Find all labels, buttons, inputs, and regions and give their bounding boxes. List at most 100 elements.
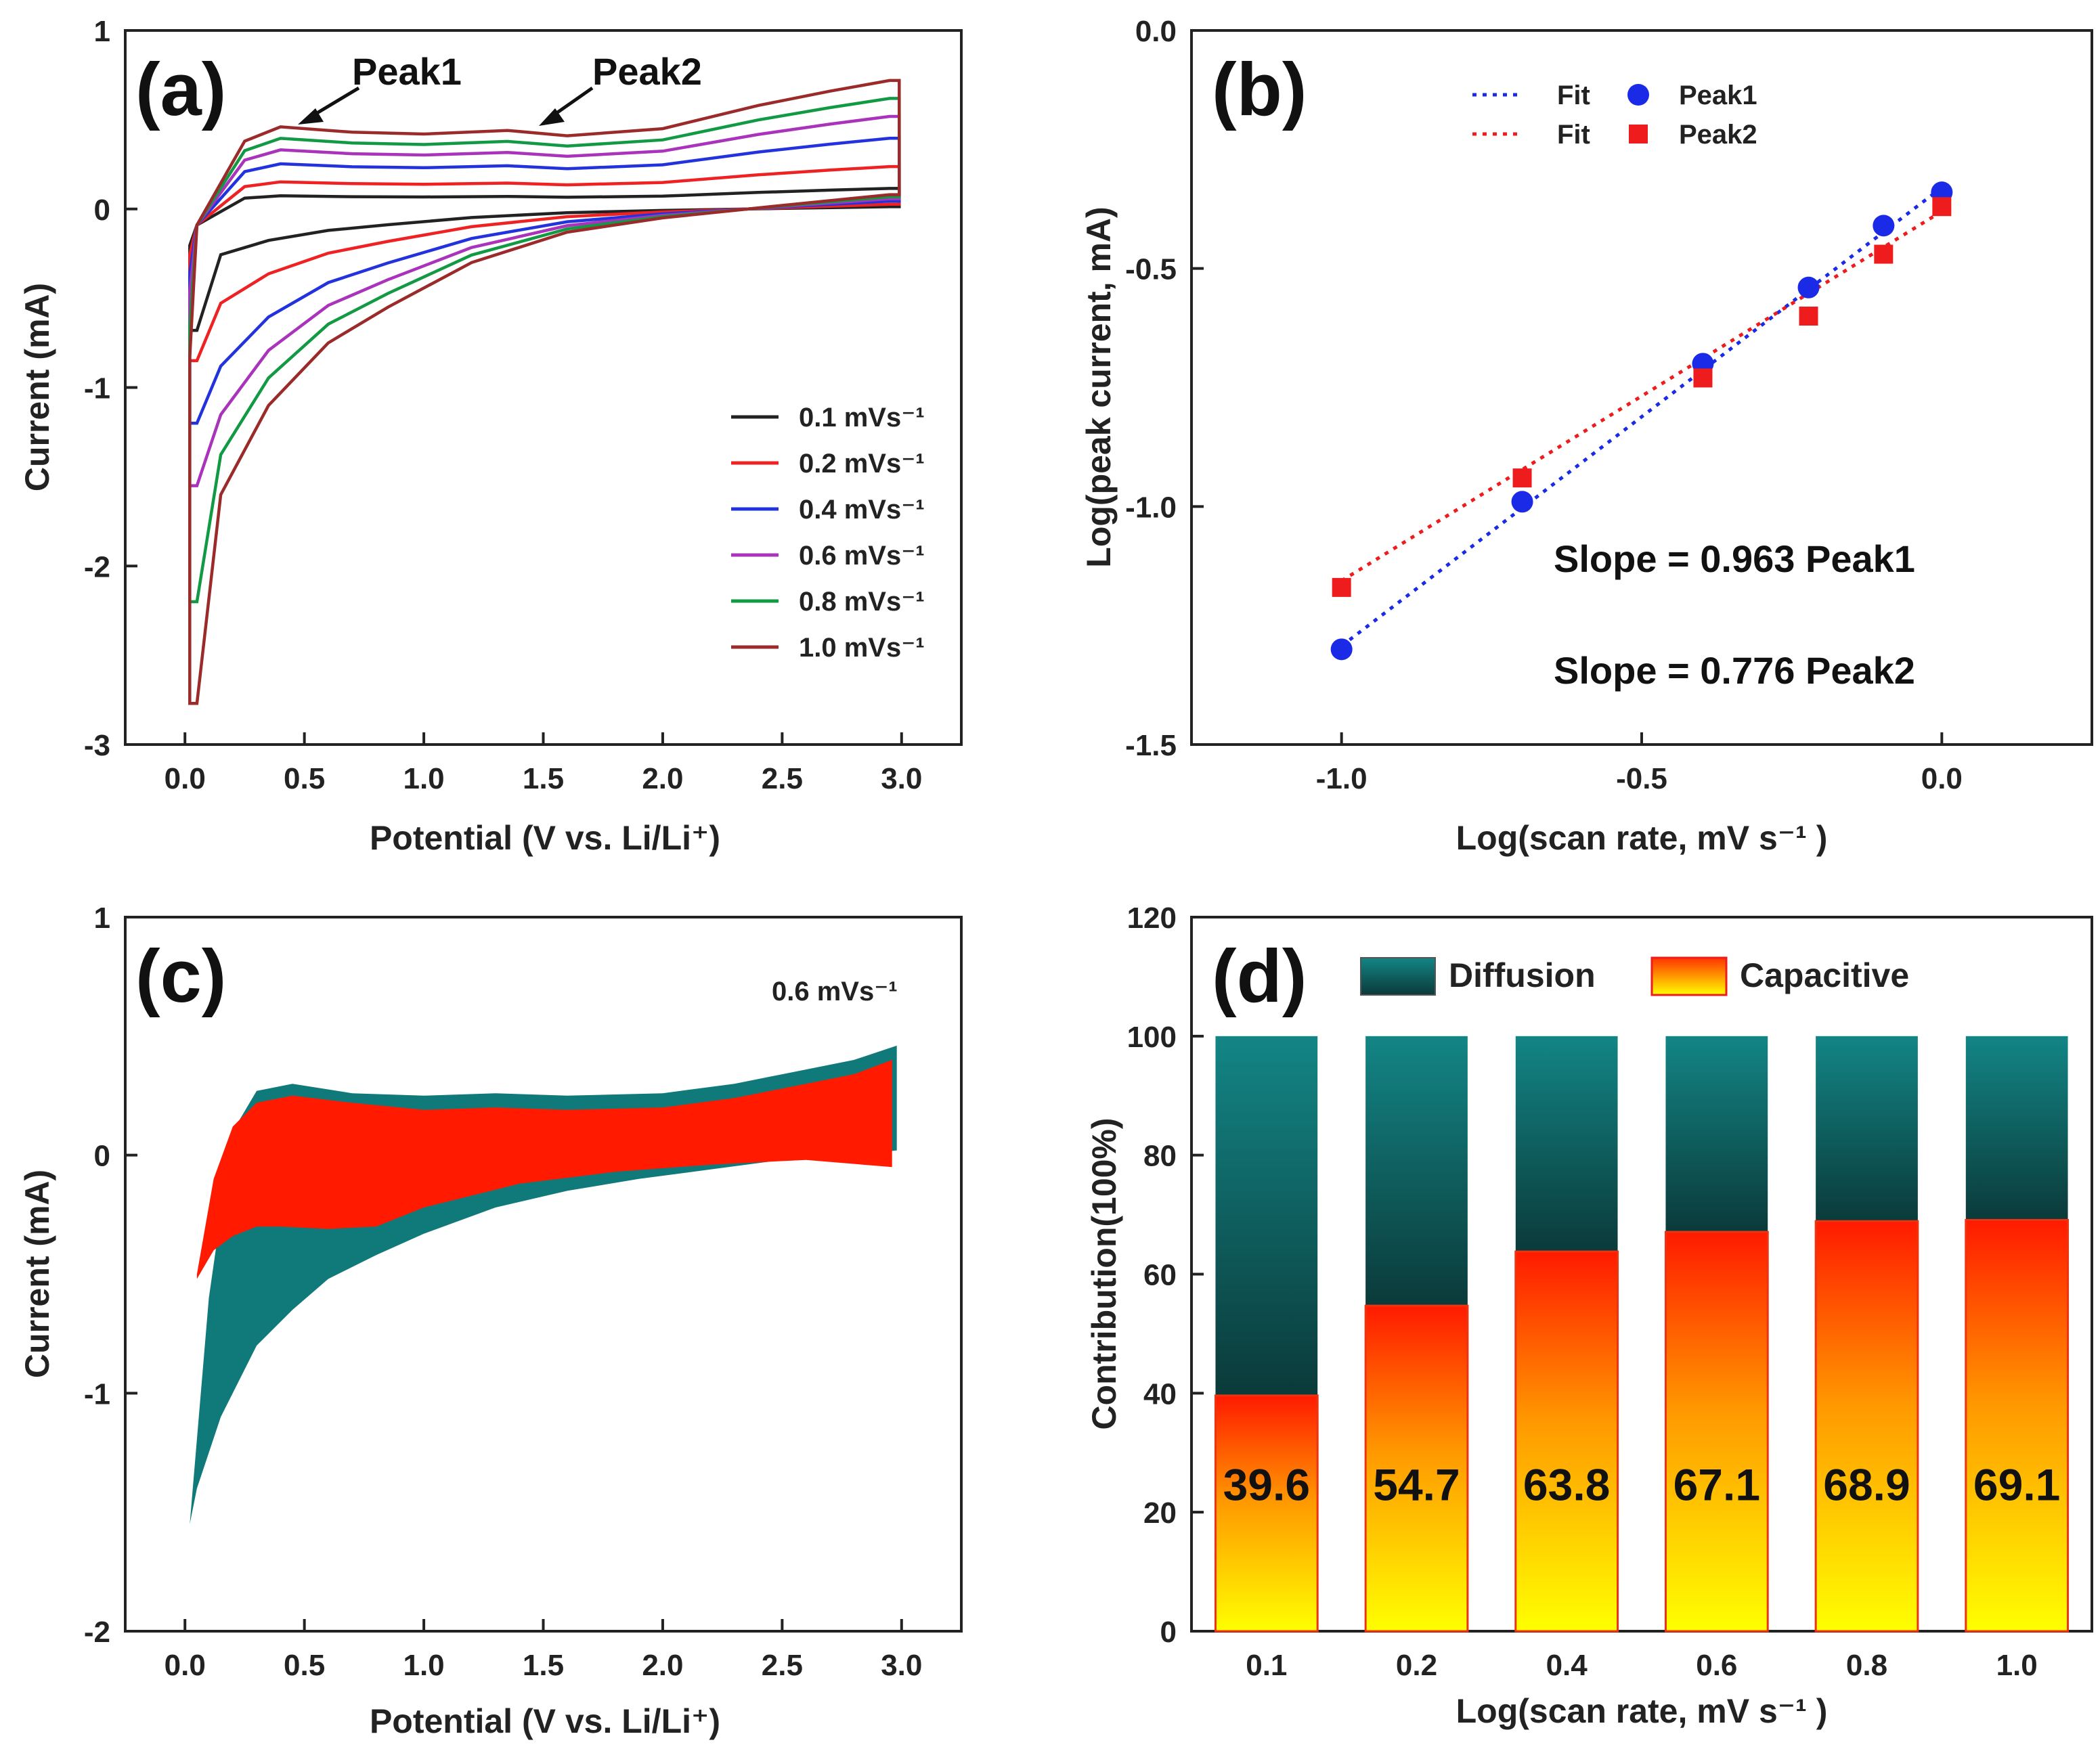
panel-a-xtick-label: 2.0 (642, 762, 683, 795)
legend-label: 1.0 mVs⁻¹ (799, 633, 925, 663)
panel-a-ylabel: Current (mA) (18, 283, 56, 491)
panel-b-ytick-label: 0.0 (1135, 15, 1177, 48)
capacitive-bar (1364, 1304, 1469, 1633)
panel-c-xtick-label: 0.5 (284, 1649, 325, 1682)
panel-b-xlabel: Log(scan rate, mV s⁻¹ ) (1456, 819, 1828, 857)
fit-line (1340, 210, 1943, 583)
panel-b-xtick-label: -1.0 (1316, 762, 1368, 795)
panel-a: 0.0 0.5 1.0 1.5 2.0 2.5 3.0 1 0 -1 -2 -3 (a) Potent… (18, 15, 963, 857)
panel-a-xtick-label: 1.5 (523, 762, 564, 795)
panel-d-ytick-label: 100 (1127, 1021, 1177, 1054)
capacitive-bar (1214, 1394, 1319, 1633)
panel-a-ytick-label: 1 (94, 15, 110, 48)
bar-data-label: 63.8 (1523, 1460, 1610, 1510)
peak1-point (1873, 215, 1895, 237)
panel-a-ticks: 0.0 0.5 1.0 1.5 2.0 2.5 3.0 1 0 -1 -2 -3 (84, 15, 922, 795)
legend-label: 0.4 mVs⁻¹ (799, 495, 925, 525)
peak1-arrow (310, 86, 360, 118)
panel-c-xtick-label: 3.0 (881, 1649, 922, 1682)
diffusion-bar (1365, 1036, 1468, 1306)
panel-d-ytick-label: 120 (1127, 902, 1177, 935)
panel-b-ylabel: Log(peak current, mA) (1080, 206, 1118, 567)
panel-c-ytick-label: 1 (94, 902, 110, 935)
panel-c-ytick-label: -2 (84, 1616, 110, 1649)
capacitive-bar (1514, 1250, 1619, 1633)
peak2-arrowhead (539, 108, 565, 126)
peak2-point (1932, 197, 1952, 217)
capacitive-bar (1664, 1231, 1769, 1633)
legend-peak2-label: Peak2 (1679, 120, 1757, 150)
bar-data-label: 68.9 (1823, 1460, 1910, 1510)
panel-a-curves (188, 79, 901, 705)
panel-d-ytick-label: 0 (1160, 1616, 1177, 1649)
panel-d-xtick-label: 1.0 (1996, 1649, 2038, 1682)
peak2-annotation: Peak2 (592, 50, 702, 93)
panel-d-ytick-label: 40 (1143, 1377, 1177, 1411)
panel-a-ytick-label: -3 (84, 729, 110, 762)
bar-data-label: 69.1 (1973, 1460, 2060, 1510)
legend-fit1-label: Fit (1557, 81, 1590, 110)
panel-a-xtick-label: 3.0 (881, 762, 922, 795)
panel-c-xlabel: Potential (V vs. Li/Li⁺) (370, 1702, 720, 1740)
legend-capacitive-label: Capacitive (1740, 956, 1909, 994)
panel-c-plot (190, 1045, 897, 1524)
panel-a-xtick-label: 0.5 (284, 762, 325, 795)
peak2-arrow (550, 86, 594, 118)
panel-a-xlabel: Potential (V vs. Li/Li⁺) (370, 819, 720, 857)
panel-b: -1.0 -0.5 0.0 0.0 -0.5 -1.0 -1.5 (b) Log(scan … (1080, 15, 2093, 857)
diffusion-bar (1965, 1036, 2068, 1220)
panel-a-ytick-label: 0 (94, 194, 110, 227)
panel-c-xtick-label: 1.5 (523, 1649, 564, 1682)
peak2-point (1874, 244, 1894, 264)
peak1-arrowhead (298, 108, 324, 125)
cv-curve (188, 187, 901, 332)
peak1-point (1511, 491, 1533, 513)
peak1-point (1797, 276, 1820, 298)
panel-d-legend: Diffusion Capacitive (1360, 956, 1909, 996)
panel-b-label: (b) (1212, 48, 1307, 131)
panel-c-ytick-label: -1 (84, 1377, 110, 1411)
capacitive-bar (1965, 1218, 2070, 1633)
bar-data-label: 54.7 (1373, 1460, 1460, 1510)
panel-b-legend: Fit Peak1 Fit Peak2 (1472, 81, 1757, 150)
slope1-annotation: Slope = 0.963 Peak1 (1554, 537, 1915, 580)
peak2-point (1332, 577, 1351, 597)
legend-diffusion-swatch (1360, 957, 1436, 996)
panel-a-ytick-label: -1 (84, 372, 110, 405)
peak1-point (1330, 638, 1353, 661)
capacitive-area (196, 1060, 892, 1279)
panel-d-xtick-label: 0.4 (1546, 1649, 1588, 1682)
peak2-point (1799, 307, 1818, 326)
panel-a-ytick-label: -2 (84, 550, 110, 583)
diffusion-bar (1215, 1036, 1318, 1396)
panel-d-xtick-label: 0.1 (1246, 1649, 1287, 1682)
panel-c-ylabel: Current (mA) (18, 1170, 56, 1378)
panel-d-ytick-label: 60 (1143, 1259, 1177, 1292)
panel-c-ytick-label: 0 (94, 1140, 110, 1173)
legend-label: 0.2 mVs⁻¹ (799, 449, 925, 479)
panel-b-ytick-label: -1.0 (1125, 491, 1177, 524)
legend-label: 0.8 mVs⁻¹ (799, 587, 925, 617)
panel-d-ytick-label: 80 (1143, 1140, 1177, 1173)
panel-d-bars: 39.6 54.7 63.8 67.1 68.9 69.1 (1214, 1036, 2070, 1633)
panel-c-annotation: 0.6 mVs⁻¹ (772, 977, 898, 1006)
panel-c-xtick-label: 0.0 (165, 1649, 206, 1682)
diffusion-bar (1665, 1036, 1768, 1233)
panel-d-xtick-label: 0.2 (1396, 1649, 1437, 1682)
cv-curve (188, 79, 901, 705)
legend-label: 0.6 mVs⁻¹ (799, 541, 925, 571)
panel-d: 0 20 40 60 80 100 120 0.1 0.2 0.4 0.6 0.8 1.0 39.6 54… (1085, 902, 2093, 1730)
panel-c-ticks: 0.0 0.5 1.0 1.5 2.0 2.5 3.0 1 0 -1 -2 (84, 902, 922, 1682)
panel-c-xtick-label: 1.0 (403, 1649, 444, 1682)
diffusion-bar (1816, 1036, 1918, 1222)
panel-b-plot (1330, 181, 1953, 661)
panel-c-xtick-label: 2.5 (762, 1649, 803, 1682)
panel-b-xtick-label: -0.5 (1616, 762, 1667, 795)
peak2-point (1512, 468, 1532, 488)
slope2-annotation: Slope = 0.776 Peak2 (1554, 649, 1915, 692)
panel-a-xtick-label: 0.0 (165, 762, 206, 795)
panel-a-label: (a) (135, 48, 226, 131)
legend-peak1-label: Peak1 (1679, 81, 1757, 110)
panel-c-label: (c) (135, 935, 226, 1018)
